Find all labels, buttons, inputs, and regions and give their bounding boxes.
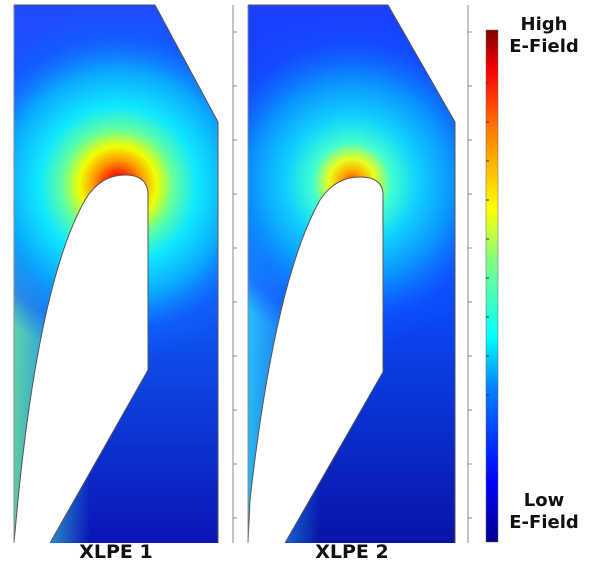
colorbar-low-line-2: E-Field bbox=[509, 512, 579, 533]
panel-xlpe-2 bbox=[248, 5, 455, 543]
colorbar bbox=[485, 29, 499, 543]
panel-label-xlpe-1: XLPE 1 bbox=[79, 541, 153, 563]
panel-xlpe-2-outline bbox=[247, 4, 456, 544]
colorbar-high-line-1: High bbox=[520, 14, 568, 35]
colorbar-ticks bbox=[486, 43, 489, 513]
colorbar-high-line-2: E-Field bbox=[509, 36, 579, 57]
divider-ticks bbox=[233, 31, 237, 519]
panel-xlpe-1-outline bbox=[13, 4, 219, 544]
colorbar-low-line-1: Low bbox=[523, 490, 565, 511]
colorbar-high-label: High E-Field bbox=[504, 14, 584, 58]
panel-xlpe-1 bbox=[14, 5, 218, 543]
colorbar-low-label: Low E-Field bbox=[504, 490, 584, 534]
right-axis-ticks bbox=[468, 31, 472, 519]
panel-label-xlpe-2: XLPE 2 bbox=[315, 541, 389, 563]
